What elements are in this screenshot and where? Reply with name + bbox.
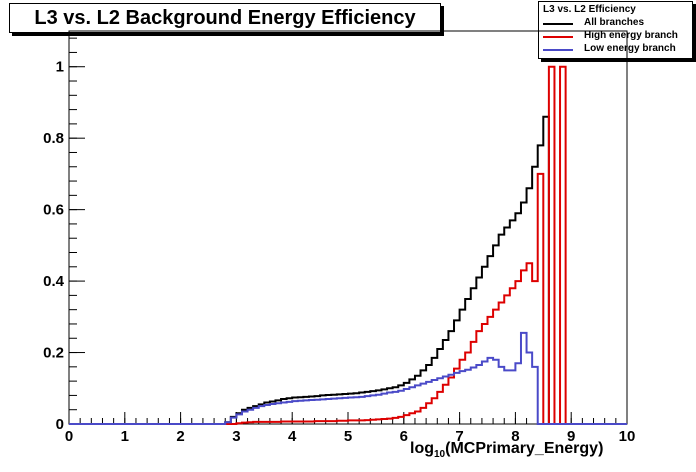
x-axis-label-sub: 10 <box>434 449 446 461</box>
legend-title: L3 vs. L2 Efficiency <box>543 4 636 15</box>
x-tick-label: 7 <box>455 428 463 445</box>
y-tick-label: 0.6 <box>43 202 64 219</box>
x-axis-label-suffix: (MCPrimary_Energy) <box>445 440 604 457</box>
x-tick-label: 10 <box>619 428 636 445</box>
legend-label: All branches <box>584 17 645 28</box>
legend-label: Low energy branch <box>584 43 676 54</box>
chart-title: L3 vs. L2 Background Energy Efficiency <box>9 3 441 33</box>
y-tick-label: 0 <box>56 416 64 433</box>
series-group <box>69 65 627 425</box>
x-tick-label: 6 <box>400 428 408 445</box>
x-tick-label: 4 <box>288 428 297 445</box>
x-axis-label-prefix: log <box>410 440 434 457</box>
series-line-low-energy-branch <box>69 331 627 425</box>
x-axis-label: log10(MCPrimary_Energy) <box>410 440 603 460</box>
legend-swatch <box>543 23 573 25</box>
x-tick-label: 3 <box>232 428 240 445</box>
x-tick-label: 9 <box>567 428 575 445</box>
x-tick-label: 2 <box>176 428 184 445</box>
x-tick-label: 5 <box>344 428 352 445</box>
x-tick-label: 0 <box>65 428 73 445</box>
legend-swatch <box>543 36 573 38</box>
legend: L3 vs. L2 Efficiency All branches High e… <box>538 1 693 59</box>
y-tick-label: 1 <box>56 59 64 76</box>
axis-ticks: 0 1 2 3 4 5 6 7 8 9 10 0 0.2 0.4 0.6 0.8 1 <box>43 37 636 445</box>
y-tick-label: 0.2 <box>43 345 64 362</box>
x-tick-label: 1 <box>121 428 129 445</box>
legend-label: High energy branch <box>584 30 678 41</box>
y-tick-label: 0.8 <box>43 130 64 147</box>
x-tick-label: 8 <box>511 428 519 445</box>
legend-swatch <box>543 49 573 51</box>
y-tick-label: 0.4 <box>43 273 65 290</box>
